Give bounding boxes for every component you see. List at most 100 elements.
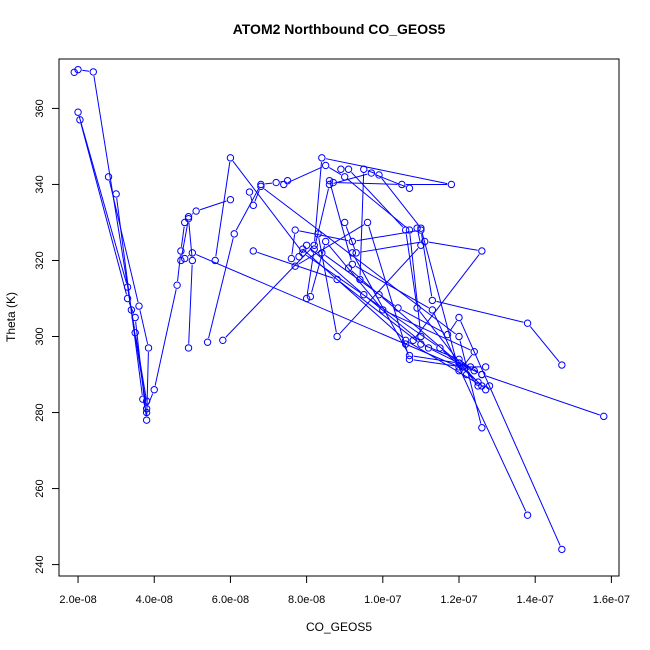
data-point — [348, 237, 357, 246]
series-segment — [330, 184, 352, 261]
data-point — [356, 275, 364, 284]
x-tick-label: 1.2e-07 — [440, 594, 477, 606]
series-segment — [432, 349, 479, 374]
data-point — [219, 336, 227, 345]
series-25 — [348, 249, 608, 421]
data-point — [348, 249, 357, 257]
data-point — [478, 247, 486, 255]
series-segment — [355, 265, 429, 309]
data-point — [447, 180, 456, 189]
series-7 — [203, 176, 292, 346]
data-point — [344, 165, 353, 173]
series-18 — [306, 237, 478, 371]
data-point — [455, 313, 463, 322]
series-segment — [235, 187, 260, 231]
series-segment — [250, 195, 253, 202]
series-4 — [112, 190, 151, 417]
series-segment — [359, 173, 365, 276]
series-segment — [368, 226, 409, 356]
series-segment — [351, 171, 404, 228]
series-23 — [341, 218, 486, 348]
data-point — [424, 344, 433, 352]
series-segment — [199, 200, 227, 211]
data-point — [177, 247, 185, 255]
y-tick-label: 320 — [34, 251, 46, 269]
data-point — [184, 214, 193, 223]
y-tick-label: 300 — [34, 327, 46, 345]
series-segment — [265, 182, 273, 185]
series-segment — [298, 224, 365, 265]
series-segment — [462, 363, 467, 367]
series-segment — [208, 237, 234, 339]
data-point — [177, 256, 185, 265]
series-segment — [232, 160, 301, 250]
series-segment — [409, 234, 421, 333]
series-segment — [464, 354, 473, 364]
series-20 — [318, 249, 566, 554]
data-point — [184, 213, 193, 221]
data-point — [401, 340, 410, 348]
series-segment — [347, 179, 407, 228]
data-point — [306, 292, 315, 301]
data-point — [302, 294, 311, 303]
y-axis-label: Theta (K) — [4, 292, 18, 342]
data-point — [363, 218, 372, 227]
series-segment — [139, 310, 149, 344]
series-segment — [353, 256, 408, 353]
series-segment — [421, 232, 459, 367]
data-point — [184, 344, 193, 352]
series-segment — [367, 170, 376, 174]
data-point — [455, 359, 463, 367]
data-point — [352, 249, 360, 257]
series-segment — [309, 247, 361, 293]
series-segment — [135, 321, 147, 417]
plot-area-frame — [58, 58, 620, 577]
data-point — [360, 290, 368, 299]
series-segment — [409, 342, 479, 385]
series-segment — [146, 352, 149, 416]
data-point — [485, 382, 494, 390]
series-segment — [116, 198, 143, 396]
data-point — [600, 412, 608, 421]
series-segment — [325, 158, 448, 185]
series-segment — [257, 251, 334, 279]
data-point — [318, 154, 326, 162]
y-tick-label: 360 — [34, 99, 46, 117]
data-point — [192, 207, 200, 215]
series-segment — [428, 241, 478, 251]
data-point — [325, 180, 334, 189]
data-point — [409, 336, 417, 345]
data-point — [89, 68, 97, 76]
data-point — [226, 195, 235, 204]
x-tick-label: 2.0e-08 — [59, 594, 96, 606]
x-tick-label: 8.0e-08 — [288, 594, 325, 606]
series-segment — [417, 232, 421, 242]
series-segment — [465, 369, 484, 388]
data-point — [481, 386, 490, 394]
data-point — [249, 247, 257, 255]
data-point — [421, 237, 429, 246]
series-segment — [413, 359, 459, 367]
data-point — [257, 182, 265, 191]
y-axis: 240 260 280 300 320 340 360 — [34, 99, 60, 574]
series-segment — [360, 241, 421, 253]
series-segment — [177, 255, 181, 282]
y-tick-label: 280 — [34, 403, 46, 421]
data-point — [375, 171, 383, 179]
data-point — [405, 226, 414, 234]
series-segment — [191, 213, 194, 215]
series-segment — [147, 393, 154, 406]
data-point — [443, 330, 452, 339]
x-axis-label: CO_GEOS5 — [306, 620, 372, 634]
data-point — [375, 290, 383, 299]
data-point — [226, 154, 235, 162]
data-point — [478, 370, 486, 379]
series-segment — [82, 69, 90, 72]
series-17 — [302, 169, 414, 303]
series-segment — [329, 167, 342, 176]
series-segment — [215, 161, 231, 257]
series-19 — [314, 224, 425, 341]
data-point — [181, 218, 189, 227]
series-segment — [333, 173, 368, 184]
